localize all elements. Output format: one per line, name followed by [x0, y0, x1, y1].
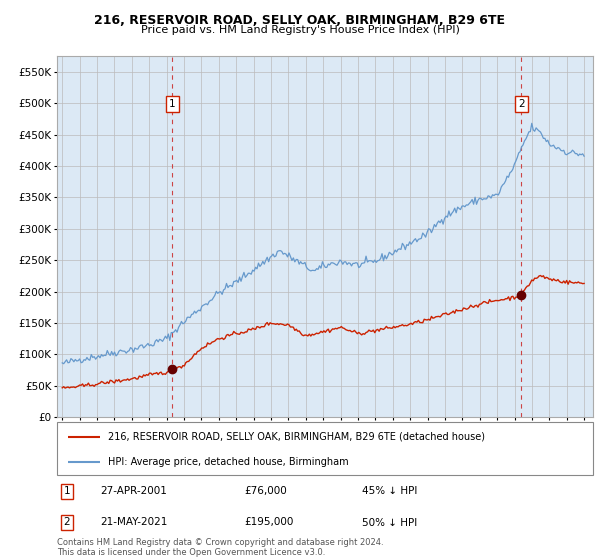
Text: Contains HM Land Registry data © Crown copyright and database right 2024.
This d: Contains HM Land Registry data © Crown c…: [57, 538, 383, 557]
Text: £195,000: £195,000: [245, 517, 294, 528]
Text: 45% ↓ HPI: 45% ↓ HPI: [362, 486, 418, 496]
Text: 27-APR-2001: 27-APR-2001: [100, 486, 167, 496]
Text: Price paid vs. HM Land Registry's House Price Index (HPI): Price paid vs. HM Land Registry's House …: [140, 25, 460, 35]
Text: 50% ↓ HPI: 50% ↓ HPI: [362, 517, 418, 528]
FancyBboxPatch shape: [57, 422, 593, 475]
Text: 1: 1: [169, 99, 175, 109]
Text: 21-MAY-2021: 21-MAY-2021: [100, 517, 167, 528]
Text: £76,000: £76,000: [245, 486, 287, 496]
Text: 216, RESERVOIR ROAD, SELLY OAK, BIRMINGHAM, B29 6TE: 216, RESERVOIR ROAD, SELLY OAK, BIRMINGH…: [95, 14, 505, 27]
Text: HPI: Average price, detached house, Birmingham: HPI: Average price, detached house, Birm…: [108, 456, 349, 466]
Text: 2: 2: [518, 99, 524, 109]
Text: 1: 1: [64, 486, 70, 496]
Text: 216, RESERVOIR ROAD, SELLY OAK, BIRMINGHAM, B29 6TE (detached house): 216, RESERVOIR ROAD, SELLY OAK, BIRMINGH…: [108, 432, 485, 442]
Text: 2: 2: [64, 517, 70, 528]
